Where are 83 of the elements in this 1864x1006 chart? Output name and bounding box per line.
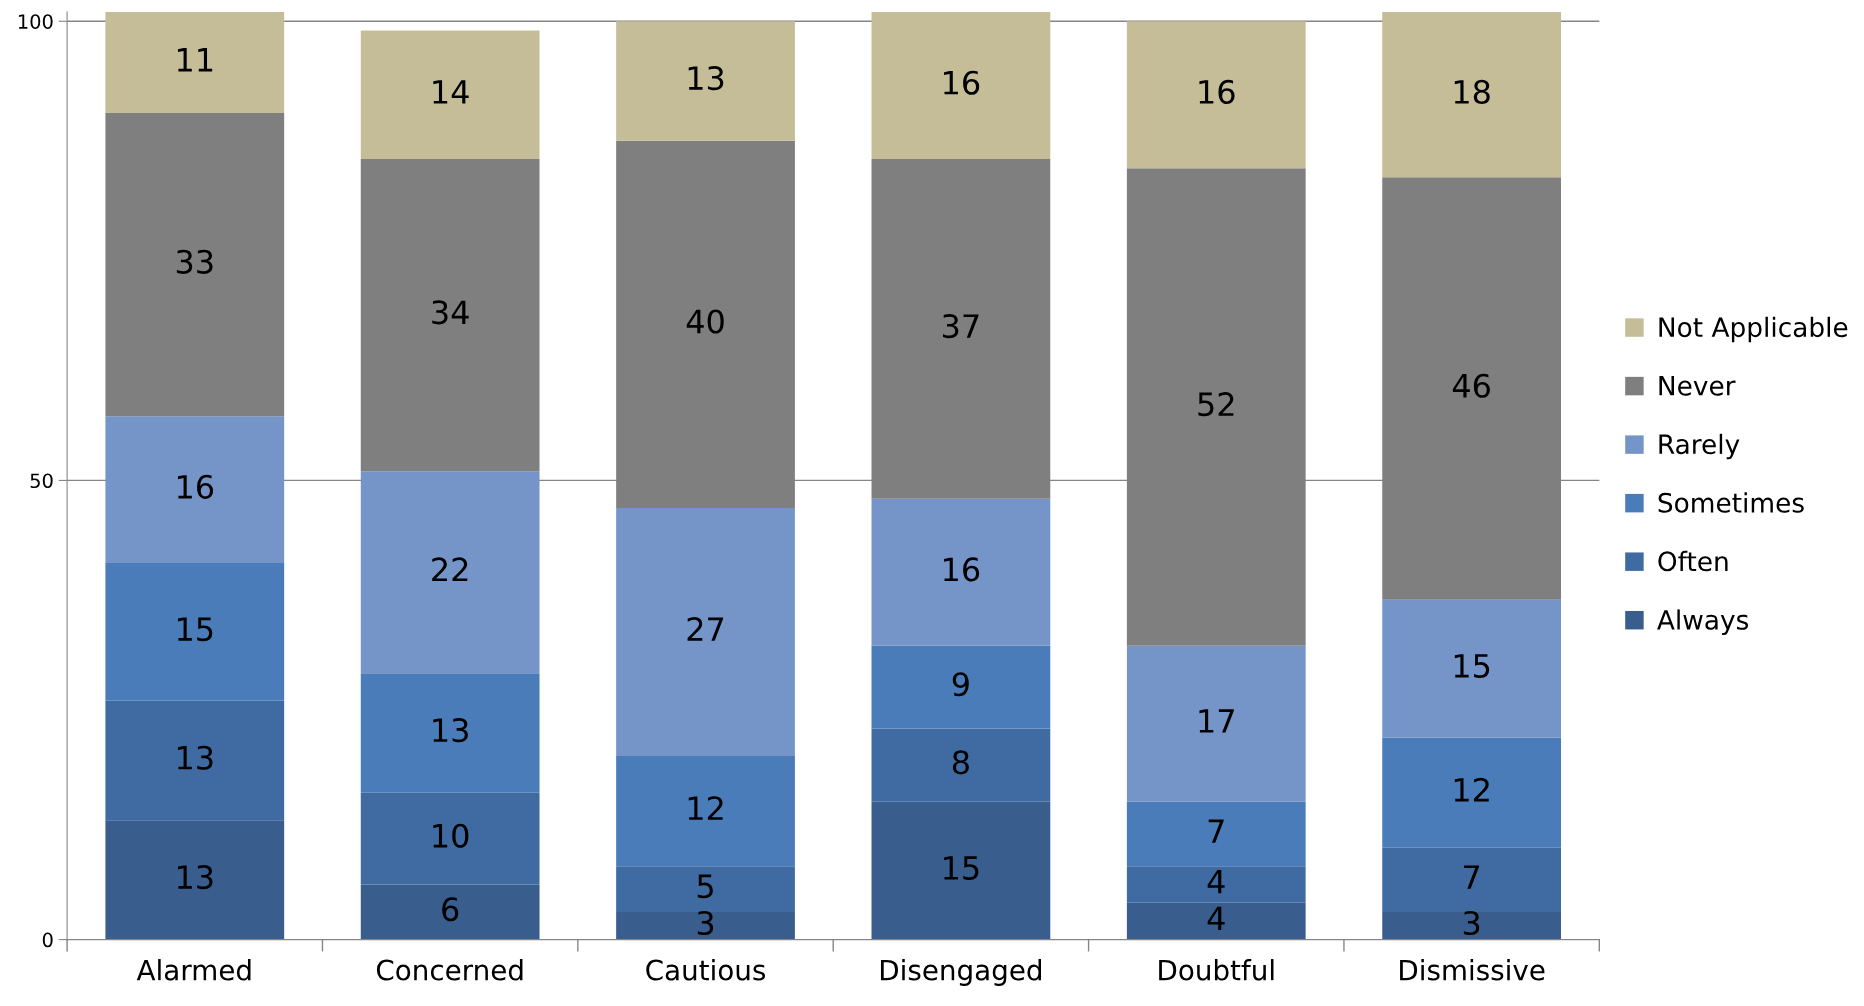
- legend-label: Rarely: [1659, 433, 1740, 460]
- x-tick-label: Concerned: [376, 959, 523, 981]
- bar: [360, 471, 540, 674]
- x-tick-label: Disengaged: [880, 959, 1042, 986]
- legend-label: Never: [1659, 376, 1736, 396]
- bar: [105, 12, 285, 114]
- bar: [1382, 12, 1562, 178]
- bar: [1382, 737, 1562, 848]
- y-tick-label: 0: [42, 932, 53, 948]
- data-label: 4: [1207, 870, 1225, 894]
- x-tick-label: Doubtful: [1159, 959, 1274, 981]
- bar: [360, 673, 540, 793]
- data-label: 15: [944, 856, 979, 880]
- bar: [871, 12, 1051, 160]
- x-tick-label: Dismissive: [1400, 959, 1545, 981]
- bar: [616, 21, 795, 141]
- legend-label: Often: [1658, 550, 1728, 572]
- bar: [871, 801, 1051, 940]
- bar: [871, 498, 1051, 646]
- data-label: 11: [177, 48, 213, 72]
- data-label: 13: [177, 865, 213, 890]
- bar: [1126, 645, 1306, 802]
- data-label: 22: [432, 557, 468, 582]
- data-label: 37: [943, 314, 979, 339]
- bar: [105, 563, 285, 701]
- data-label: 5: [697, 874, 713, 899]
- bar: [1126, 21, 1306, 169]
- data-label: 10: [433, 823, 469, 848]
- data-label: 3: [697, 910, 714, 936]
- data-label: 3: [1463, 910, 1480, 936]
- bar: [360, 884, 540, 940]
- bar: [616, 866, 795, 913]
- bar: [616, 755, 795, 867]
- data-label: 16: [177, 474, 214, 499]
- data-label: 16: [944, 70, 980, 95]
- data-label: 13: [433, 718, 468, 743]
- legend-label: Not Applicable: [1659, 316, 1848, 343]
- x-tick-label: Alarmed: [136, 959, 251, 981]
- data-label: 14: [433, 80, 469, 104]
- data-label: 16: [1199, 79, 1235, 104]
- bar: [1382, 912, 1562, 940]
- data-label: 8: [952, 750, 969, 775]
- data-label: 12: [1454, 777, 1489, 802]
- bar: [1126, 902, 1306, 940]
- bar: [1126, 866, 1306, 903]
- data-label: 34: [432, 300, 469, 325]
- data-label: 16: [944, 557, 980, 582]
- bar: [105, 820, 285, 940]
- legend-label: Sometimes: [1658, 492, 1804, 513]
- bar: [105, 416, 285, 564]
- data-label: 13: [688, 66, 724, 91]
- bar: [1382, 847, 1562, 913]
- data-label: 52: [1198, 392, 1234, 417]
- data-label: 27: [687, 617, 724, 641]
- bar: [360, 159, 540, 472]
- data-label: 7: [1208, 819, 1224, 843]
- x-tick-label: Cautious: [646, 959, 766, 981]
- data-label: 17: [1199, 709, 1234, 733]
- y-tick-label: 100: [18, 14, 53, 29]
- bar: [105, 113, 285, 417]
- bar: [871, 728, 1051, 802]
- bar: [360, 30, 540, 160]
- bar: [871, 645, 1051, 729]
- data-label: 46: [1452, 373, 1490, 398]
- bar: [1126, 801, 1306, 867]
- data-label: 13: [177, 745, 213, 770]
- bar: [105, 700, 285, 821]
- y-tick-label: 50: [30, 473, 53, 489]
- bar: [616, 912, 795, 940]
- data-label: 33: [176, 249, 213, 274]
- data-label: 15: [177, 617, 213, 642]
- bar: [616, 507, 795, 756]
- bar: [1382, 599, 1562, 738]
- data-label: 12: [688, 796, 723, 820]
- data-label: 7: [1464, 865, 1480, 889]
- data-label: 15: [1454, 654, 1490, 678]
- data-label: 4: [1207, 906, 1225, 931]
- data-label: 18: [1454, 79, 1490, 104]
- bar: [360, 792, 540, 885]
- data-label: 40: [686, 309, 724, 334]
- legend-label: Always: [1657, 609, 1749, 635]
- data-label: 6: [442, 897, 459, 922]
- data-label: 9: [952, 672, 969, 697]
